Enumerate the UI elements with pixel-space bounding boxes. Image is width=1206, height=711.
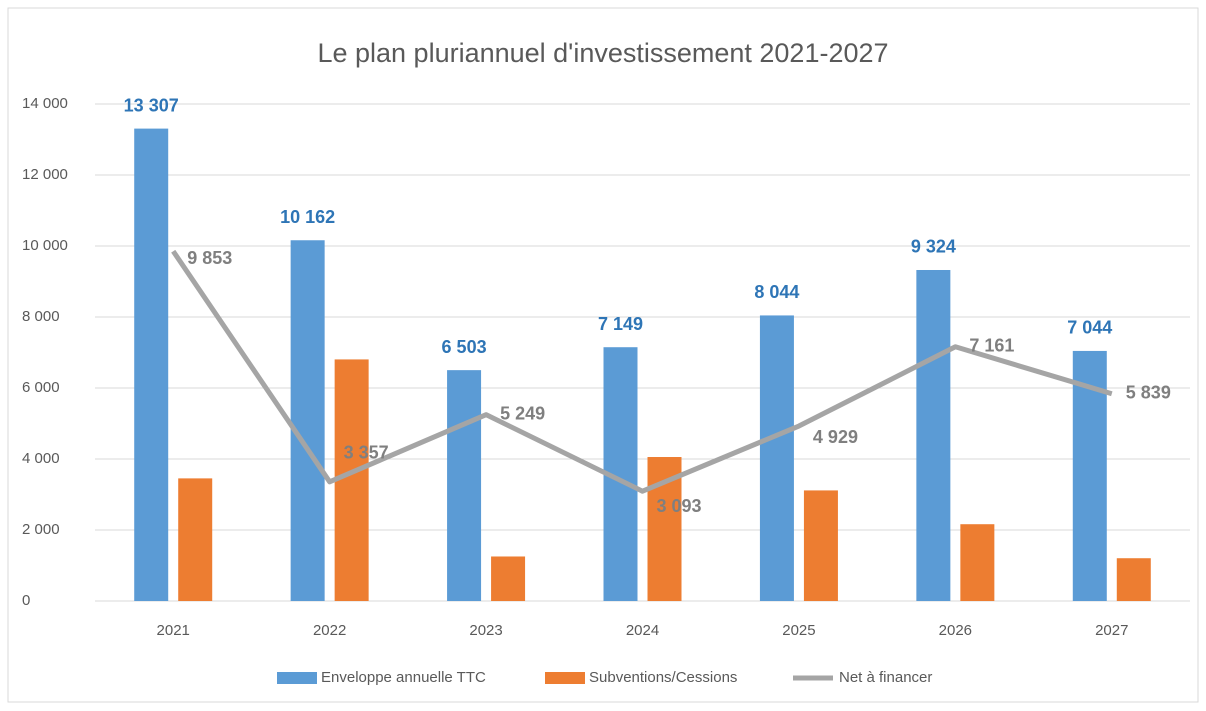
data-label: 10 162	[280, 207, 335, 227]
bar	[290, 240, 325, 601]
bar	[1116, 558, 1151, 601]
y-tick-label: 2 000	[22, 521, 60, 538]
y-tick-label: 14 000	[22, 95, 68, 112]
line	[171, 249, 1113, 494]
data-label: 6 503	[442, 337, 487, 357]
chart-title: Le plan pluriannuel d'investissement 202…	[317, 38, 888, 68]
y-tick-label: 12 000	[22, 166, 68, 183]
data-label: 9 324	[911, 237, 956, 257]
y-tick-label: 10 000	[22, 237, 68, 254]
x-tick-label: 2027	[1095, 622, 1128, 639]
data-label: 9 853	[187, 248, 232, 268]
data-label: 5 839	[1126, 382, 1171, 402]
data-label: 5 249	[500, 403, 545, 423]
bar	[803, 490, 838, 601]
bar	[134, 128, 169, 601]
bar	[960, 524, 995, 601]
legend-swatch	[545, 672, 585, 684]
data-label: 13 307	[124, 95, 179, 115]
bar	[916, 269, 951, 601]
legend-label: Net à financer	[839, 669, 932, 686]
chart-frame	[7, 7, 1199, 703]
data-label: 7 044	[1067, 318, 1112, 338]
data-label: 7 149	[598, 314, 643, 334]
bar	[759, 315, 794, 601]
bar	[334, 359, 369, 601]
bar	[491, 556, 526, 601]
data-label: 3 357	[344, 443, 389, 463]
data-label: 8 044	[754, 282, 799, 302]
x-tick-label: 2022	[313, 622, 346, 639]
legend-label: Enveloppe annuelle TTC	[321, 669, 486, 686]
x-tick-label: 2023	[469, 622, 502, 639]
y-tick-label: 0	[22, 592, 30, 609]
x-tick-label: 2025	[782, 622, 815, 639]
data-label: 3 093	[657, 496, 702, 516]
legend-label: Subventions/Cessions	[589, 669, 737, 686]
data-label: 7 161	[969, 336, 1014, 356]
data-label: 4 929	[813, 427, 858, 447]
bar	[178, 478, 213, 601]
x-tick-label: 2024	[626, 622, 659, 639]
legend-swatch	[277, 672, 317, 684]
y-tick-label: 8 000	[22, 308, 60, 325]
x-tick-label: 2026	[939, 622, 972, 639]
y-tick-label: 6 000	[22, 379, 60, 396]
y-tick-label: 4 000	[22, 450, 60, 467]
x-tick-label: 2021	[157, 622, 190, 639]
bar	[447, 370, 482, 601]
